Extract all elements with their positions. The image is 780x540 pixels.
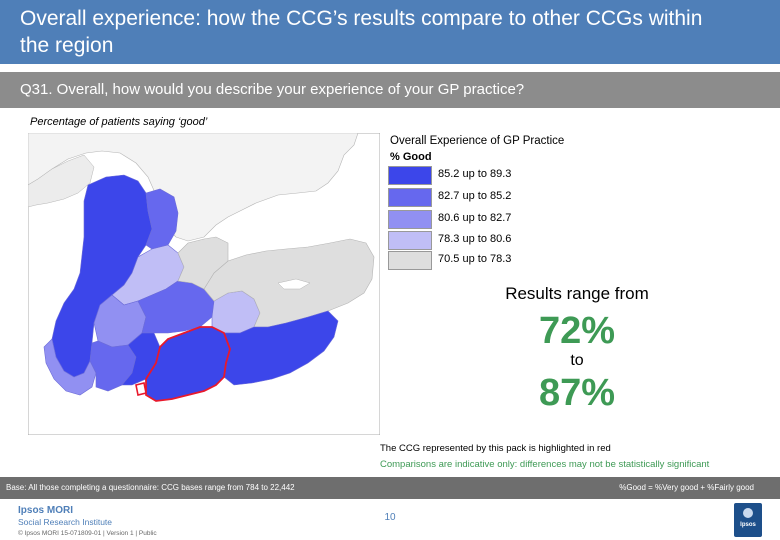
page-number: 10 — [384, 512, 396, 523]
base-bar: Base: All those completing a questionnai… — [0, 477, 780, 499]
map-highlighted-ccg — [145, 326, 231, 402]
legend-swatch — [388, 231, 432, 250]
region-map — [28, 133, 380, 435]
question-text: Q31. Overall, how would you describe you… — [20, 81, 525, 98]
legend-label: 70.5 up to 78.3 — [438, 253, 512, 265]
logo-text: Ipsos — [740, 522, 756, 528]
legend-label: 85.2 up to 89.3 — [438, 168, 512, 180]
good-definition: %Good = %Very good + %Fairly good — [619, 483, 754, 492]
map-area-west-coast — [43, 338, 97, 396]
results-high-value: 87% — [538, 372, 616, 414]
footer: Ipsos MORI Social Research Institute © I… — [0, 499, 780, 540]
ipsos-logo-icon: Ipsos — [734, 503, 762, 537]
results-range-label: Results range from — [505, 284, 649, 303]
highlight-note: The CCG represented by this pack is high… — [380, 443, 611, 454]
map-subtitle: Percentage of patients saying ‘good’ — [30, 116, 208, 128]
logo-dot — [743, 508, 753, 518]
legend-item: 78.3 up to 80.6 — [388, 231, 598, 250]
legend-item: 80.6 up to 82.7 — [388, 210, 598, 229]
legend-swatch — [388, 251, 432, 270]
map-estuary — [277, 278, 311, 290]
legend-label: 82.7 up to 85.2 — [438, 190, 512, 202]
footer-institute: Social Research Institute — [18, 517, 113, 527]
legend-title: Overall Experience of GP Practice — [390, 135, 565, 147]
question-bar: Q31. Overall, how would you describe you… — [0, 72, 780, 108]
comparison-note: Comparisons are indicative only: differe… — [380, 459, 710, 470]
map-surrounding-land-north — [28, 154, 95, 208]
legend-swatch — [388, 166, 432, 185]
results-to-label: to — [570, 352, 584, 369]
footer-copyright: © Ipsos MORI 15-071809-01 | Version 1 | … — [18, 530, 157, 537]
base-text: Base: All those completing a questionnai… — [6, 483, 295, 492]
map-highlight-marker — [135, 382, 147, 396]
legend-item: 85.2 up to 89.3 — [388, 166, 598, 185]
legend-item: 70.5 up to 78.3 — [388, 251, 598, 270]
legend-swatch — [388, 210, 432, 229]
legend-item: 82.7 up to 85.2 — [388, 188, 598, 207]
map-legend: Overall Experience of GP Practice % Good… — [384, 132, 604, 272]
legend-label: 80.6 up to 82.7 — [438, 212, 512, 224]
legend-subtitle: % Good — [390, 151, 432, 163]
map-area-east-grey-2 — [177, 236, 229, 290]
legend-swatch — [388, 188, 432, 207]
title-bar: Overall experience: how the CCG’s result… — [0, 0, 780, 64]
map-surrounding-land — [28, 133, 359, 242]
footer-brand: Ipsos MORI — [18, 505, 74, 516]
legend-label: 78.3 up to 80.6 — [438, 233, 512, 245]
page-title: Overall experience: how the CCG’s result… — [20, 7, 703, 57]
results-low-value: 72% — [538, 310, 616, 352]
